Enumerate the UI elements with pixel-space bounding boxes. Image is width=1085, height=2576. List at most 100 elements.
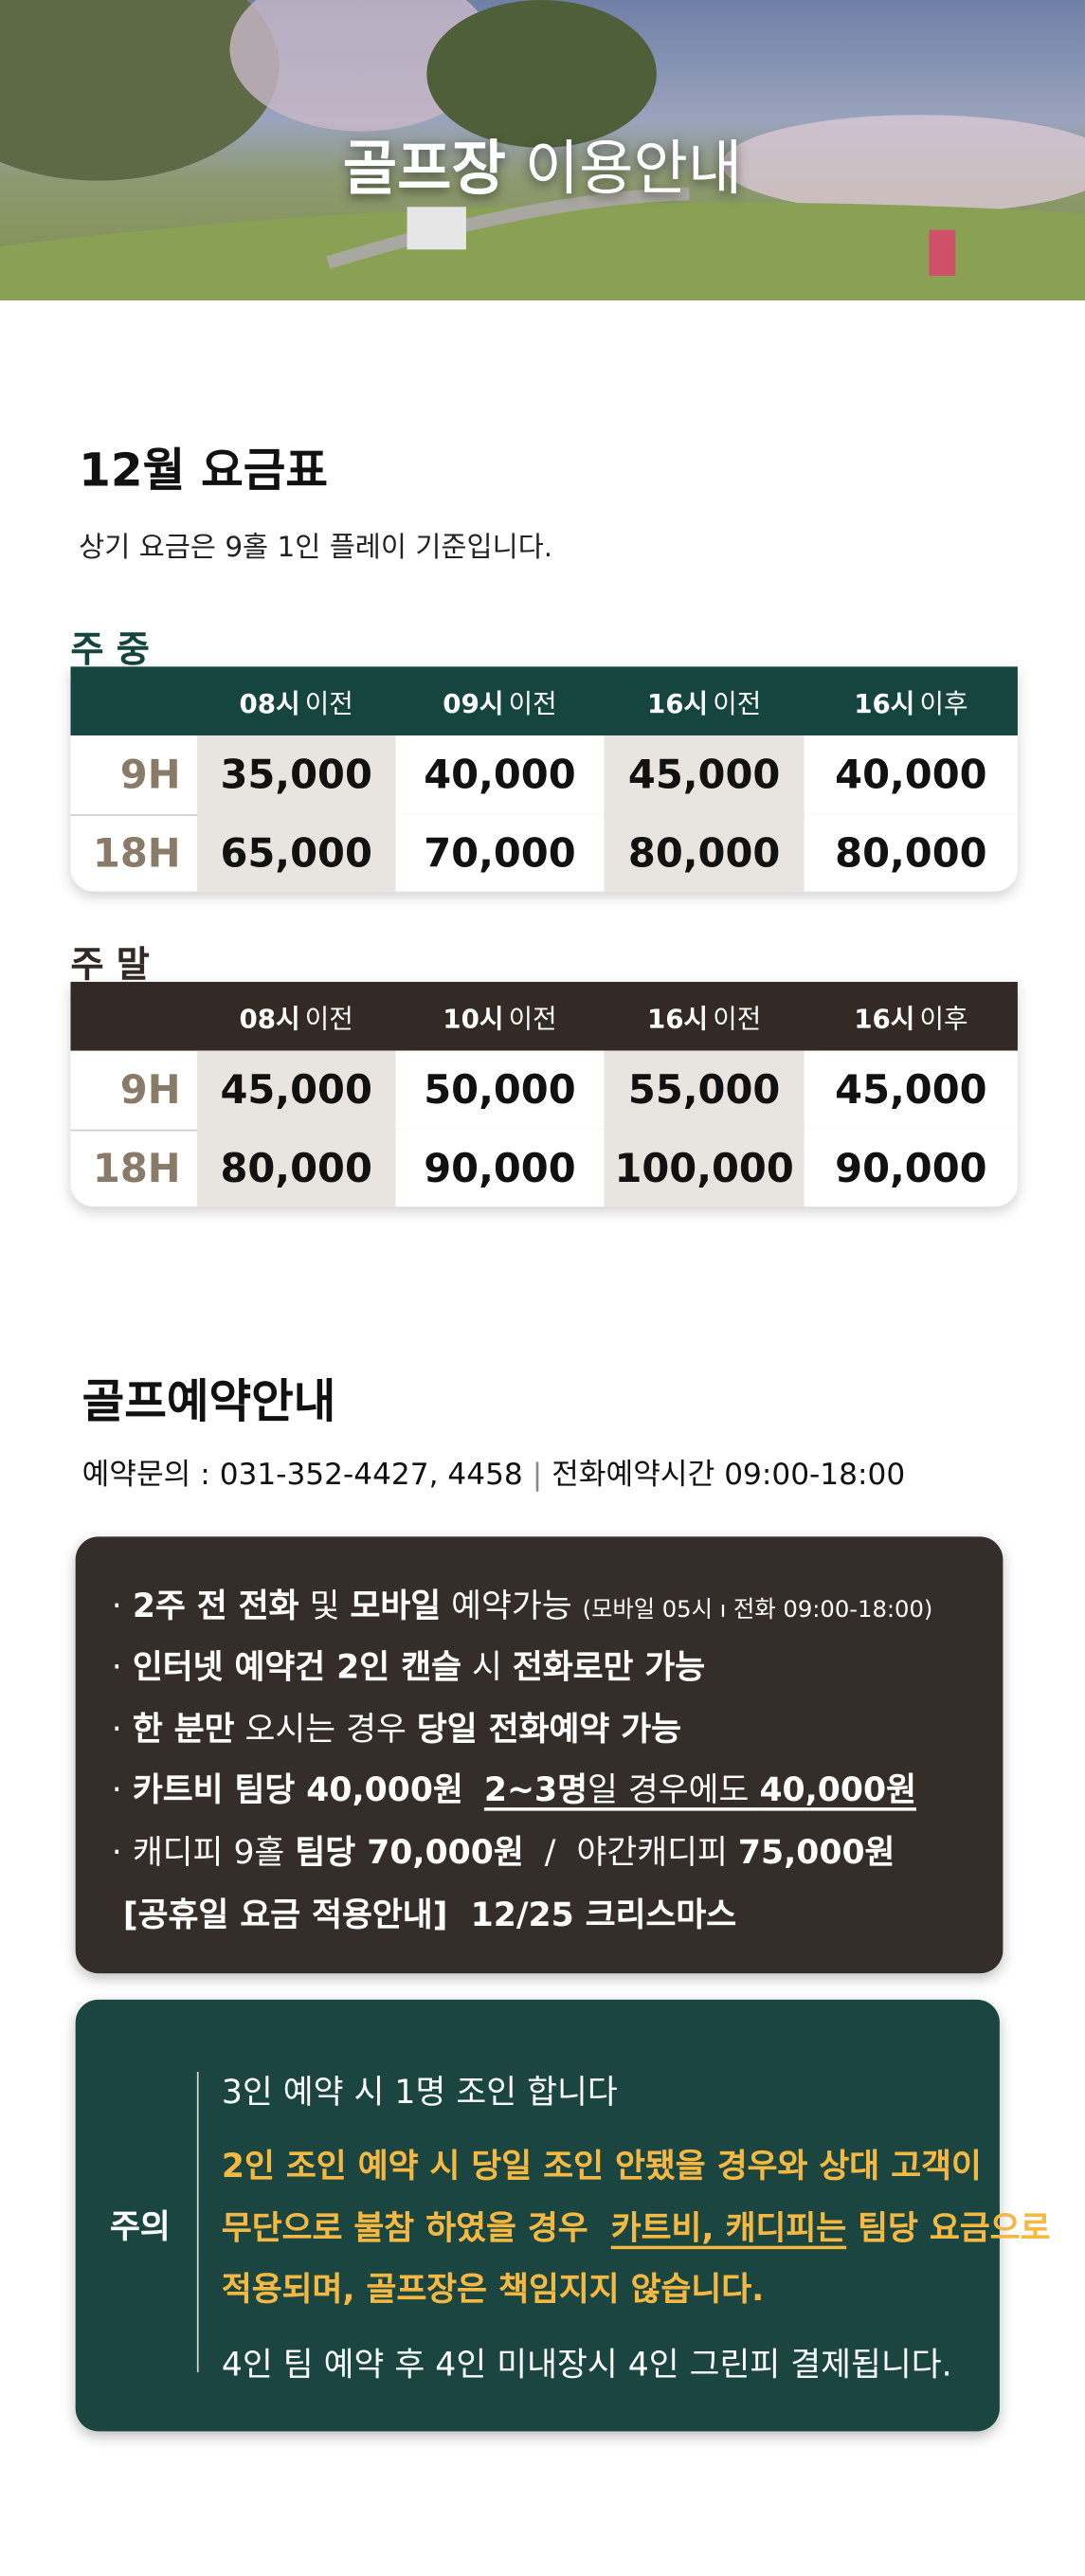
caution-line: 4인 팀 예약 후 4인 미내장시 4인 그린피 결제됩니다.: [222, 2338, 952, 2386]
notes-box: [75, 1536, 1004, 1974]
header-cell: 08시 이전: [197, 666, 396, 735]
text-segment: 및: [298, 1586, 351, 1625]
rate-table: 08시 이전 09시 이전 16시 이전 16시 이후 9H 35,000 40,000 45,000…: [70, 666, 1018, 892]
price-cell: 55,000: [604, 1050, 805, 1130]
price-cell: 40,000: [804, 735, 1018, 815]
table-label: 주 말: [70, 945, 150, 988]
rates-note: 상기 요금은 9홀 1인 플레이 기준입니다.: [79, 532, 553, 565]
text-segment: 팀당 요금으로: [846, 2207, 1051, 2248]
text-segment: 시: [461, 1646, 513, 1686]
caution-label: 주의: [110, 2206, 171, 2246]
text-segment: 40,000원: [759, 1769, 917, 1809]
header-time: 08시: [239, 687, 300, 719]
header-cell: 16시 이전: [604, 982, 804, 1051]
header-when: 이전: [304, 687, 353, 719]
header-time: 16시: [854, 687, 915, 719]
text-segment: [463, 1769, 484, 1809]
table-header: [70, 981, 1018, 1051]
text-segment: 전화로만 가능: [512, 1646, 706, 1686]
hours: 09:00-18:00: [724, 1458, 906, 1493]
contact-numbers: 031-352-4427, 4458: [219, 1458, 523, 1493]
header-cell: 16시 이후: [805, 982, 1018, 1051]
text-segment: 팀당 70,000원: [295, 1832, 524, 1872]
text-segment: 카트비 팀당 40,000원: [132, 1769, 463, 1809]
header-cell: 09시 이전: [395, 666, 604, 735]
table-label: 주 중: [70, 630, 150, 672]
text-segment: 적용되며, 골프장은 책임지지 않습니다.: [221, 2268, 765, 2309]
hero-title: 골프장 이용안내: [0, 121, 1085, 207]
header-time: 09시: [443, 687, 504, 719]
text-segment: 무단으로 불참 하였을 경우: [221, 2207, 611, 2248]
text-segment: (모바일 05시 ı 전화 09:00-18:00): [582, 1597, 933, 1624]
caution-box: 주의: [75, 1999, 1000, 2432]
text-segment: / 야간캐디피: [523, 1832, 738, 1872]
hero-scenery: [0, 0, 1085, 300]
text-segment: 일 경우에도: [588, 1769, 760, 1809]
text-segment: 2주 전 전화: [132, 1586, 299, 1625]
text-segment: 3인 예약 시 1명 조인 합니다: [221, 2072, 618, 2112]
price-cell: 80,000: [196, 1129, 396, 1207]
header-cell: 08시 이전: [197, 982, 396, 1051]
text-segment: 오시는 경우: [234, 1709, 417, 1749]
header-when: 이전: [508, 1003, 557, 1035]
price-cell: 90,000: [395, 1129, 605, 1207]
caution-line: 무단으로 불참 하였을 경우 카트비, 캐디피는 팀당 요금으로: [222, 2202, 1051, 2249]
hero-banner: 골프장 이용안내: [0, 0, 1085, 300]
table-header: [70, 666, 1018, 736]
header-when: 이전: [304, 1003, 353, 1035]
note-line: · 한 분만 오시는 경우 당일 전화예약 가능: [112, 1702, 681, 1750]
price-cell: 65,000: [196, 814, 396, 892]
text-segment: 모바일: [350, 1586, 442, 1625]
caution-line: 적용되며, 골프장은 책임지지 않습니다.: [222, 2262, 764, 2310]
hero-title-bold: 골프장: [342, 136, 506, 204]
note-line: [공휴일 요금 적용안내] 12/25 크리스마스: [112, 1888, 736, 1935]
text-segment: 2인 조인 예약 시 당일 조인 안됐을 경우와 상대 고객이: [221, 2145, 982, 2186]
caution-line: 2인 조인 예약 시 당일 조인 안됐을 경우와 상대 고객이: [222, 2139, 982, 2186]
header-time: 16시: [646, 1003, 709, 1035]
header-cell: 16시 이후: [805, 666, 1018, 735]
hours-label: 전화예약시간: [552, 1458, 715, 1493]
price-cell: 45,000: [196, 1050, 396, 1130]
caution-line: 3인 예약 시 1명 조인 합니다: [222, 2065, 618, 2113]
text-segment: ·: [111, 1769, 133, 1809]
price-cell: 45,000: [604, 735, 805, 815]
text-segment: ·: [111, 1646, 133, 1686]
text-segment: ·: [111, 1709, 133, 1749]
text-segment: [공휴일 요금 적용안내] 12/25 크리스마스: [111, 1894, 737, 1934]
price-cell: 80,000: [804, 814, 1018, 892]
hole-cell: 9H: [119, 1066, 181, 1114]
hole-cell: 18H: [92, 830, 181, 877]
header-when: 이전: [508, 687, 557, 719]
price-cell: 70,000: [395, 814, 605, 892]
price-cell: 40,000: [395, 735, 605, 815]
price-cell: 50,000: [395, 1050, 605, 1130]
text-segment: · 캐디피 9홀: [111, 1832, 296, 1872]
price-cell: 80,000: [604, 814, 805, 892]
text-segment: 예약가능: [441, 1586, 583, 1625]
price-cell: 90,000: [804, 1129, 1018, 1207]
price-cell: 45,000: [804, 1050, 1018, 1130]
caution-divider: [196, 2072, 199, 2373]
rate-table: 08시 이전 10시 이전 16시 이전 16시 이후 9H 45,000 50,000 55,000…: [70, 981, 1018, 1207]
text-segment: 2~3명: [483, 1769, 588, 1809]
hole-cell: 9H: [119, 752, 181, 798]
text-segment: 4인 팀 예약 후 4인 미내장시 4인 그린피 결제됩니다.: [221, 2344, 952, 2385]
rates-title: 12월 요금표: [79, 443, 329, 498]
note-line: · 2주 전 전화 및 모바일 예약가능 (모바일 05시 ı 전화 09:00…: [112, 1579, 933, 1626]
header-when: 이전: [713, 1003, 762, 1035]
note-line: · 캐디피 9홀 팀당 70,000원 / 야간캐디피 75,000원: [112, 1825, 895, 1873]
price-cell: 100,000: [604, 1129, 805, 1207]
header-time: 08시: [239, 1003, 300, 1035]
hero-title-light: 이용안내: [524, 136, 743, 204]
header-when: 이후: [919, 687, 968, 719]
booking-title: 골프예약안내: [81, 1373, 336, 1429]
booking-contact: 예약문의 : 031-352-4427, 4458 | 전화예약시간 09:00…: [81, 1458, 906, 1493]
text-segment: 75,000원: [737, 1832, 895, 1872]
text-segment: ·: [111, 1586, 133, 1625]
header-cell: 10시 이전: [395, 982, 604, 1051]
text-segment: 인터넷 예약건 2인 캔슬: [132, 1646, 461, 1686]
text-segment: 카트비, 캐디피는: [610, 2207, 847, 2248]
header-time: 16시: [646, 687, 709, 719]
